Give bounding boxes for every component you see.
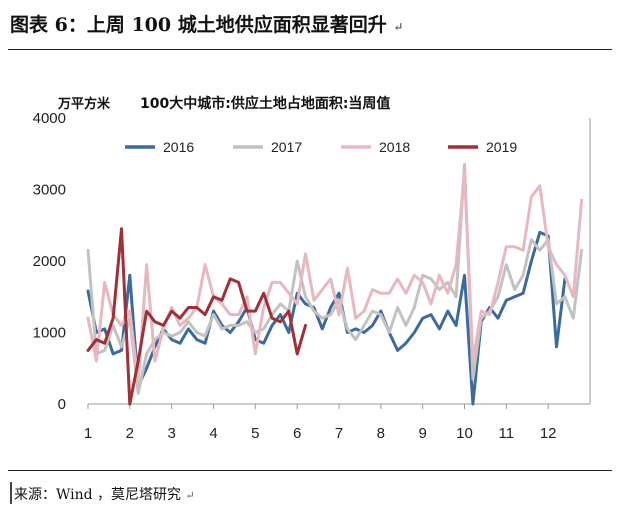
- figure-title-text: 图表 6：上周 100 城土地供应面积显著回升: [10, 14, 387, 36]
- series-line-2016: [86, 230, 567, 406]
- line-chart: 万平方米 100大中城市:供应土地占地面积:当周值 0 1000 2000 3000 4…: [33, 95, 591, 442]
- legend: 2016 2017 2018 2019: [125, 139, 517, 155]
- x-tick-label: 6: [293, 425, 301, 442]
- paragraph-mark-icon: ↵: [185, 489, 195, 502]
- source-text: 来源：Wind ，莫尼塔研究: [14, 487, 182, 503]
- x-tick-label: 8: [377, 425, 385, 442]
- x-tick-label: 7: [335, 425, 343, 442]
- bottom-divider: [8, 470, 612, 471]
- y-tick-label: 1000: [33, 325, 66, 342]
- y-tick-label: 0: [58, 396, 66, 413]
- x-tick-label: 11: [499, 425, 515, 442]
- y-tick-label: 3000: [33, 182, 66, 199]
- series-line-2018: [86, 170, 584, 385]
- legend-label: 2018: [379, 139, 410, 155]
- title-divider: [8, 49, 612, 50]
- legend-label: 2017: [271, 139, 302, 155]
- x-tick-label: 10: [456, 425, 473, 442]
- x-tick-label: 4: [209, 425, 217, 442]
- series-line-2017: [86, 163, 584, 395]
- legend-label: 2019: [486, 139, 517, 155]
- y-tick-label: 2000: [33, 253, 66, 270]
- source-note: 来源：Wind ，莫尼塔研究 ↵: [14, 484, 195, 504]
- figure-title: 图表 6：上周 100 城土地供应面积显著回升 ↵: [10, 10, 403, 37]
- x-tick-label: 3: [167, 425, 175, 442]
- y-axis-unit-label: 万平方米: [57, 96, 111, 112]
- chart-title: 100大中城市:供应土地占地面积:当周值: [140, 95, 390, 112]
- paragraph-mark-icon: ↵: [393, 20, 404, 34]
- source-marker: [10, 482, 12, 504]
- series-line-2019: [86, 227, 307, 406]
- x-tick-label: 12: [540, 425, 557, 442]
- legend-label: 2016: [163, 139, 194, 155]
- x-tick-label: 1: [84, 425, 92, 442]
- y-tick-label: 4000: [33, 110, 66, 127]
- x-tick-label: 2: [126, 425, 134, 442]
- series-layer: [86, 163, 584, 406]
- x-tick-label: 9: [418, 425, 426, 442]
- x-tick-label: 5: [251, 425, 259, 442]
